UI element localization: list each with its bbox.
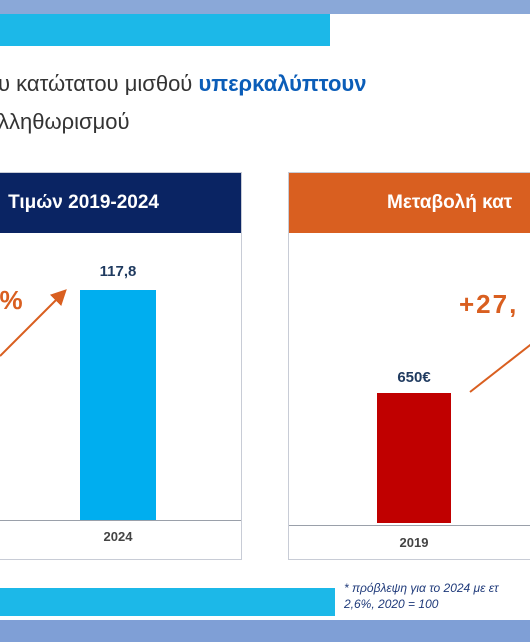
panel-min-wage-change-header: Μεταβολή κατ — [289, 173, 530, 233]
trend-arrow-right — [469, 343, 530, 393]
title-highlight: υπερκαλύπτουν — [198, 71, 367, 96]
baseline-left — [0, 520, 241, 521]
panel-min-wage-change-title: Μεταβολή κατ — [387, 192, 513, 213]
bar-2024-label: 2024 — [103, 529, 133, 544]
bar-2019-value: 650€ — [397, 369, 431, 386]
bar-2024 — [80, 290, 156, 520]
bar-2019-label: 2019 — [399, 535, 429, 550]
title-line-2: λληθωρισμού — [0, 109, 130, 134]
footnote-line-2: 2,6%, 2020 = 100 — [344, 597, 439, 611]
percent-change-right: +27, — [459, 289, 519, 319]
trend-arrows — [0, 289, 530, 393]
baseline-right — [289, 525, 530, 526]
slide: υ κατώτατου μισθού υπερκαλύπτουν λληθωρι… — [0, 0, 530, 620]
panel-min-wage-change: Μεταβολή κατ 650€ 2019 +27, — [288, 172, 530, 560]
trend-arrow-left — [0, 289, 67, 357]
window-frame-top — [0, 0, 530, 14]
percent-change-left: 3% — [0, 285, 23, 315]
panel-price-index: Τιμών 2019-2024 117,8 2024 3% — [0, 172, 242, 560]
title-line-1: υ κατώτατου μισθού υπερκαλύπτουν — [0, 66, 366, 102]
accent-bar-top — [0, 14, 330, 46]
footnote-line-1: * πρόβλεψη για το 2024 με ετ — [344, 581, 499, 595]
accent-bar-bottom — [0, 588, 335, 616]
window-frame-bottom — [0, 620, 530, 642]
bar-2019 — [377, 393, 451, 523]
panel-price-index-title: Τιμών 2019-2024 — [8, 192, 159, 213]
title-line-1-text: υ κατώτατου μισθού — [0, 71, 199, 96]
bar-2024-value: 117,8 — [99, 263, 137, 280]
footnote: * πρόβλεψη για το 2024 με ετ 2,6%, 2020 … — [344, 580, 499, 612]
panel-price-index-header: Τιμών 2019-2024 — [0, 173, 241, 233]
